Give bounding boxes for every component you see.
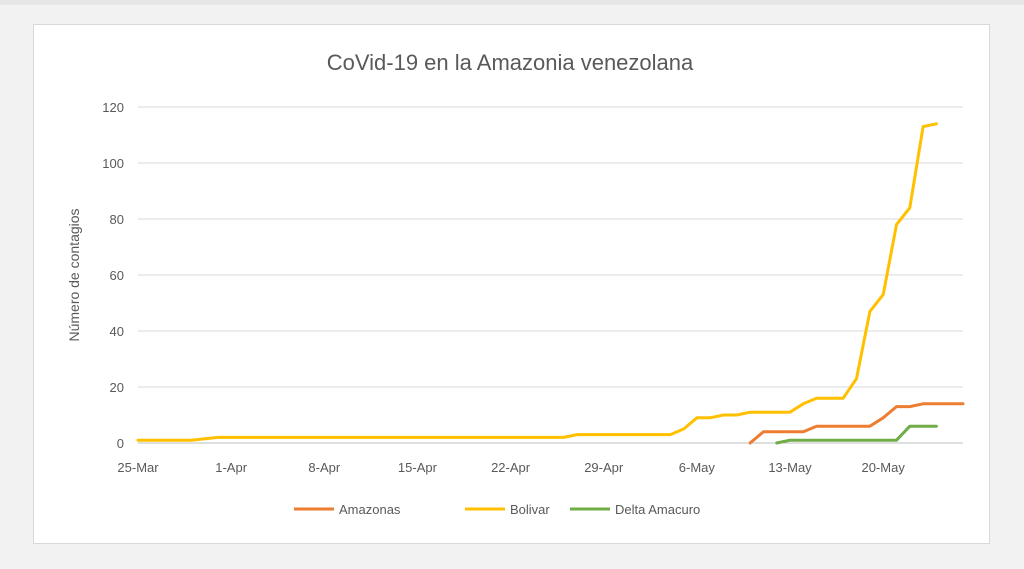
y-tick-label: 60 bbox=[110, 268, 124, 283]
x-tick-label: 8-Apr bbox=[308, 460, 340, 475]
y-tick-labels: 0 20 40 60 80 100 120 bbox=[102, 100, 124, 451]
legend-label: Amazonas bbox=[339, 502, 401, 517]
y-tick-label: 100 bbox=[102, 156, 124, 171]
series-lines bbox=[136, 122, 965, 445]
x-tick-label: 22-Apr bbox=[491, 460, 531, 475]
x-tick-label: 29-Apr bbox=[584, 460, 624, 475]
y-tick-label: 40 bbox=[110, 324, 124, 339]
gridlines bbox=[138, 106, 963, 444]
x-tick-label: 6-May bbox=[679, 460, 716, 475]
legend-label: Delta Amacuro bbox=[615, 502, 700, 517]
x-tick-label: 25-Mar bbox=[117, 460, 159, 475]
series-line-delta-amacuro bbox=[775, 424, 938, 445]
top-border bbox=[0, 0, 1024, 5]
x-tick-label: 20-May bbox=[861, 460, 905, 475]
legend: Amazonas Bolivar Delta Amacuro bbox=[294, 502, 700, 517]
y-tick-label: 0 bbox=[117, 436, 124, 451]
y-axis-title: Número de contagios bbox=[66, 208, 82, 341]
legend-label: Bolivar bbox=[510, 502, 550, 517]
chart-title: CoVid-19 en la Amazonia venezolana bbox=[327, 50, 694, 75]
x-tick-label: 15-Apr bbox=[398, 460, 438, 475]
x-tick-label: 13-May bbox=[768, 460, 812, 475]
y-tick-label: 120 bbox=[102, 100, 124, 115]
series-line-amazonas bbox=[748, 402, 965, 445]
series-line-bolivar bbox=[136, 122, 938, 442]
x-tick-labels: 25-Mar 1-Apr 8-Apr 15-Apr 22-Apr 29-Apr 6-May 1… bbox=[117, 460, 905, 475]
chart-frame bbox=[33, 24, 990, 544]
x-tick-label: 1-Apr bbox=[215, 460, 247, 475]
y-tick-label: 80 bbox=[110, 212, 124, 227]
y-tick-label: 20 bbox=[110, 380, 124, 395]
